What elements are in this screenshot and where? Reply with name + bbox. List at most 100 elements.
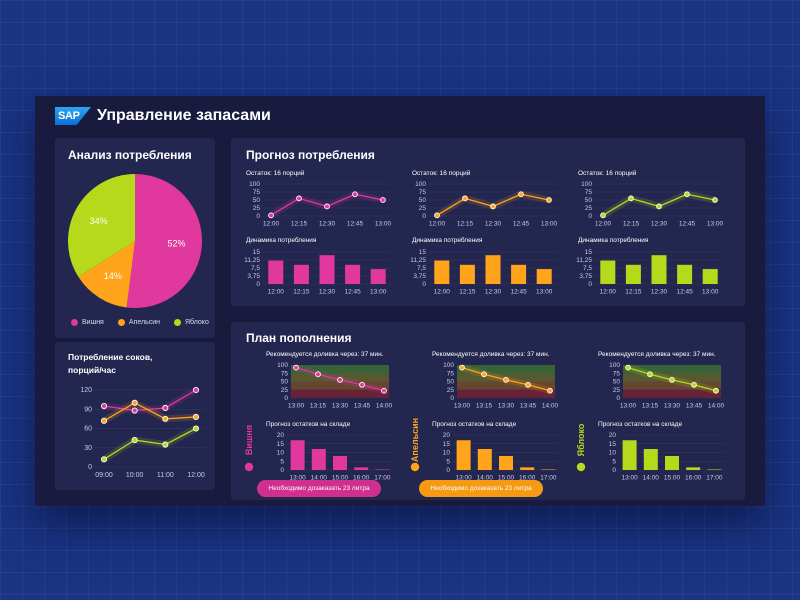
fc-bar-cherry-bar-1 [268, 260, 284, 284]
pie-slice-1 [126, 174, 202, 308]
rp-line-apple-xtick-2: 13:15 [642, 403, 659, 410]
fc-bar-orange-bar-2 [459, 264, 475, 284]
rp-bar-cherry-bar-5 [375, 469, 390, 470]
fc-bar-cherry-ytick-4: 11,25 [244, 257, 260, 264]
fc-bar-cherry-xtick-3: 12:30 [319, 289, 336, 296]
fc-line-cherry-ytick-4: 75 [253, 189, 261, 196]
product-label-apple: Яблоко [576, 423, 586, 456]
rp-bar-orange-ytick-5: 20 [443, 432, 451, 439]
rp-line-cherry-zone-3 [291, 381, 389, 390]
fc-line-orange-point-1-2 [462, 195, 468, 202]
forecast-remaining-label-cherry: Остаток: 16 порций [246, 169, 305, 177]
rp-line-cherry-ytick-2: 25 [281, 387, 289, 394]
rp-line-apple-point-1-2 [647, 371, 653, 378]
juice-title-line1: Потребление соков, [68, 352, 153, 362]
fc-bar-apple-ytick-1: 0 [588, 281, 592, 288]
juice-line-1 [103, 389, 197, 412]
replen-stock-label-cherry: Прогноз остатков на складе [266, 421, 351, 428]
rp-line-cherry-xtick-4: 13:45 [354, 403, 371, 410]
product-dot-orange [410, 462, 420, 472]
fc-bar-orange-ytick-2: 3,75 [413, 273, 426, 280]
fc-bar-apple-bar-1 [600, 260, 616, 284]
fc-line-apple-ytick-4: 75 [585, 189, 593, 196]
rp-line-cherry-xtick-3: 13:30 [332, 403, 349, 410]
fc-bar-apple-xtick-1: 12:00 [600, 289, 617, 296]
rp-bar-apple-xtick-3: 15:00 [664, 475, 681, 482]
juice-point-1-1 [100, 402, 108, 410]
forecast-dynamics-label-apple: Динамика потребления [578, 236, 649, 244]
reorder-button-orange[interactable]: Необходимо дозаказать 23 литра [419, 480, 543, 497]
juice-xtick-3: 11:00 [157, 472, 174, 479]
fc-line-apple-xtick-2: 12:15 [623, 221, 640, 228]
reorder-button-cherry[interactable]: Необходимо дозаказать 23 литра [257, 480, 381, 497]
fc-line-apple-xtick-5: 13:00 [707, 221, 724, 228]
juice-ytick-2: 30 [84, 445, 92, 452]
rp-bar-orange-xtick-5: 17:00 [540, 475, 557, 482]
juice-line-chart: 0 30 60 90 120 09:00 10:00 11:00 12:00 [80, 386, 205, 479]
juice-point-3-2 [131, 437, 138, 444]
fc-bar-apple-ytick-2: 3,75 [579, 273, 592, 280]
rp-line-apple-ytick-5: 100 [609, 362, 620, 369]
rp-line-apple-xtick-5: 14:00 [708, 403, 725, 410]
fc-bar-apple-xtick-5: 13:00 [702, 289, 719, 296]
fc-line-orange-ytick-2: 25 [419, 205, 427, 212]
fc-line-apple-point-1-5 [712, 197, 718, 203]
rp-line-orange-point-1-2 [481, 371, 487, 378]
rp-line-apple-ytick-4: 75 [613, 370, 621, 377]
rp-line-cherry-point-1-1 [293, 364, 299, 371]
rp-line-apple-point-1-5 [713, 387, 719, 394]
fc-bar-cherry-xtick-5: 13:00 [370, 289, 387, 296]
sap-logo-text: SAP [58, 110, 80, 122]
fc-bar-orange-xtick-2: 12:15 [459, 289, 476, 296]
fc-line-apple-ytick-3: 50 [585, 197, 593, 204]
rp-bar-orange-bar-5 [541, 469, 556, 470]
rp-bar-cherry-xtick-4: 16:00 [353, 475, 370, 482]
fc-line-cherry-ytick-1: 0 [256, 213, 260, 220]
rp-line-orange-ytick-4: 75 [447, 370, 455, 377]
rp-bar-apple-ytick-4: 15 [609, 441, 617, 448]
rp-line-cherry-xtick-5: 14:00 [376, 403, 393, 410]
fc-bar-orange-ytick-4: 11,25 [410, 257, 426, 264]
fc-line-orange-xtick-1: 12:00 [429, 221, 446, 228]
product-label-cherry: Вишня [244, 425, 254, 455]
forecast-dynamics-label-cherry: Динамика потребления [246, 236, 317, 244]
rp-bar-cherry-bar-3 [333, 456, 347, 470]
rp-line-apple-point-1-1 [625, 364, 631, 371]
rp-line-cherry-xtick-2: 13:15 [310, 403, 327, 410]
rp-bar-cherry-bar-2 [311, 449, 326, 470]
fc-bar-orange-xtick-4: 12:45 [510, 289, 527, 296]
rp-line-orange-xtick-2: 13:15 [476, 403, 493, 410]
juice-consumption-title: Потребление соков, порций/час [68, 351, 152, 377]
rp-bar-orange-ytick-3: 10 [443, 450, 451, 457]
fc-bar-cherry-ytick-5: 15 [253, 249, 261, 256]
rp-line-cherry-zone-1 [291, 365, 389, 374]
pie-data-label-3: 34% [90, 216, 108, 226]
replen-recommend-label-apple: Рекомендуется доливка через: 37 мин. [598, 351, 716, 358]
rp-line-apple-zone-3 [623, 381, 721, 390]
fc-bar-apple-ytick-4: 11,25 [576, 257, 592, 264]
app-title: Управление запасами [97, 107, 271, 124]
rp-bar-cherry-ytick-4: 15 [277, 441, 285, 448]
rp-line-cherry-point-1-2 [315, 371, 321, 378]
rp-line-orange-ytick-3: 50 [447, 379, 455, 386]
fc-line-orange-xtick-5: 13:00 [541, 221, 558, 228]
juice-xtick-1: 09:00 [95, 472, 113, 479]
rp-line-apple-ytick-1: 0 [616, 395, 620, 402]
fc-bar-apple-bar-4 [677, 264, 693, 284]
rp-line-cherry-zone-4 [291, 389, 389, 398]
fc-line-cherry-xtick-2: 12:15 [291, 221, 308, 228]
rp-line-orange-zone-1 [457, 365, 555, 374]
rp-bar-orange-xtick-1: 13:00 [455, 475, 472, 482]
rp-bar-cherry-ytick-2: 5 [280, 458, 284, 465]
rp-bar-cherry-ytick-3: 10 [277, 450, 285, 457]
rp-line-cherry-point-1-3 [337, 376, 343, 383]
fc-line-orange-point-1-5 [546, 197, 552, 203]
fc-line-apple-ytick-1: 0 [588, 213, 592, 220]
fc-bar-apple-xtick-2: 12:15 [625, 289, 642, 296]
fc-line-cherry-xtick-1: 12:00 [263, 221, 280, 228]
rp-line-apple-zone-1 [623, 365, 721, 374]
rp-bar-cherry-bar-1 [290, 440, 305, 470]
forecast-title: Прогноз потребления [246, 148, 375, 162]
rp-bar-cherry-bar-4 [354, 467, 369, 470]
